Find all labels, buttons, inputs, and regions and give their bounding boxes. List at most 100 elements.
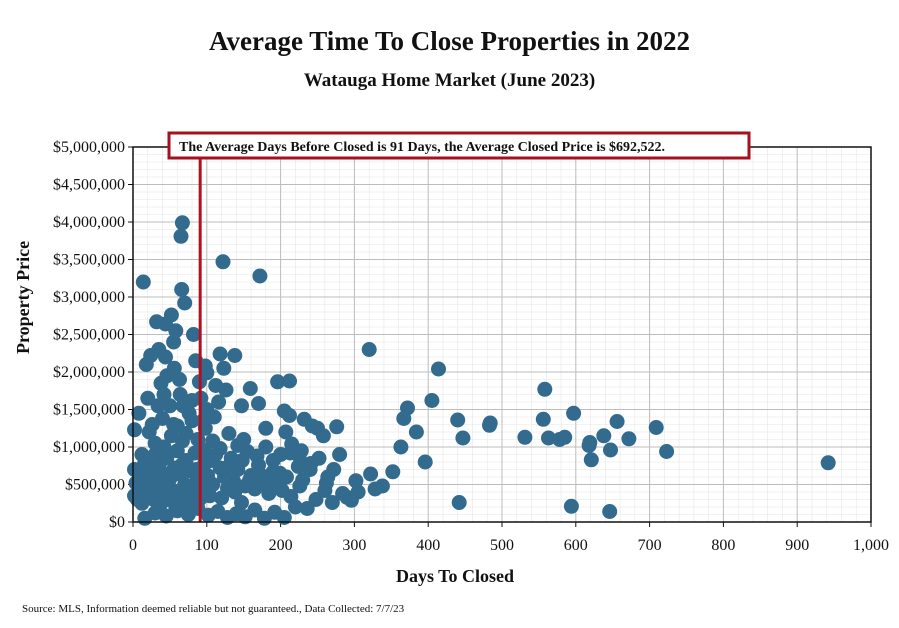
data-point [242,381,258,396]
data-point [202,409,218,425]
data-point [184,413,200,429]
data-point [361,342,377,357]
data-point [609,414,625,429]
data-point [451,495,467,510]
data-point [311,450,327,466]
data-point [408,424,424,440]
data-point [218,460,234,476]
data-point [292,478,308,494]
data-point [621,431,637,447]
data-point [455,430,471,446]
chart-title: Average Time To Close Properties in 2022 [209,26,690,56]
data-point [158,349,173,365]
y-axis-ticks: $0 $500,000 $1,000,000 $1,500,000 $2,000,000… [53,139,133,531]
x-tick-label: 500 [490,537,514,554]
data-point [820,455,836,471]
data-point [150,398,166,414]
data-point [172,387,188,402]
data-point [648,420,664,435]
data-point [168,486,184,501]
data-point [252,268,268,284]
data-point [517,429,533,445]
x-tick-label: 300 [342,537,366,554]
data-point [127,422,142,438]
data-point [318,475,334,491]
data-point [537,381,553,397]
data-point [174,457,190,473]
data-point [396,411,412,426]
data-point [173,228,189,244]
x-tick-label: 0 [129,537,137,554]
data-point [450,412,466,428]
x-tick-label: 400 [416,537,440,554]
data-point [178,426,194,441]
y-tick-label: $2,000,000 [53,364,125,381]
data-point [127,462,142,477]
data-point [214,490,230,506]
data-point [234,453,250,468]
y-tick-label: $1,500,000 [53,402,125,419]
data-point [156,387,172,402]
data-point [315,428,331,444]
data-point [282,373,297,389]
data-point [174,282,190,297]
annotation-box [167,131,751,160]
data-point [189,462,204,477]
data-point [227,484,243,500]
data-point [212,441,228,456]
data-point [302,462,318,477]
data-point [211,394,227,410]
data-point [582,435,598,450]
data-point [203,453,219,468]
data-point [174,215,190,231]
data-point [282,408,297,423]
data-point [332,447,348,462]
data-point [566,405,582,421]
data-point [166,334,182,350]
x-tick-label: 800 [711,537,735,554]
data-point [535,411,551,427]
annotation-text: The Average Days Before Closed is 91 Day… [179,140,665,155]
x-tick-label: 1,000 [853,537,889,554]
data-point [431,361,446,377]
data-point [262,475,278,491]
data-point [242,472,258,488]
data-point [385,464,401,480]
data-point [251,396,266,411]
data-point [659,444,675,459]
data-point [417,454,433,470]
x-axis-title: Days To Closed [396,566,514,586]
y-tick-label: $3,000,000 [53,289,125,306]
data-point [216,360,232,376]
x-tick-label: 200 [269,537,293,554]
data-point [563,498,579,514]
data-point [482,417,497,433]
y-tick-label: $4,000,000 [53,214,125,231]
data-point [293,443,309,459]
y-tick-label: $3,500,000 [53,252,125,269]
y-tick-label: $1,000,000 [53,439,125,456]
data-point [363,466,379,482]
data-point [602,504,618,519]
data-point [283,489,299,504]
data-point [166,360,182,376]
x-tick-label: 700 [638,537,662,554]
data-point [168,323,184,339]
x-tick-label: 900 [785,537,809,554]
data-point [596,428,612,444]
data-point [128,475,144,491]
data-point [583,452,599,468]
data-point [138,357,154,372]
y-axis-title: Property Price [13,241,33,354]
data-point [215,254,231,270]
data-point [234,398,249,414]
data-point [326,462,342,477]
data-point [278,424,294,440]
data-point [393,439,409,455]
data-point [227,348,243,363]
data-point [140,390,156,406]
data-point [273,447,289,462]
data-point [175,398,191,414]
data-point [367,481,383,497]
